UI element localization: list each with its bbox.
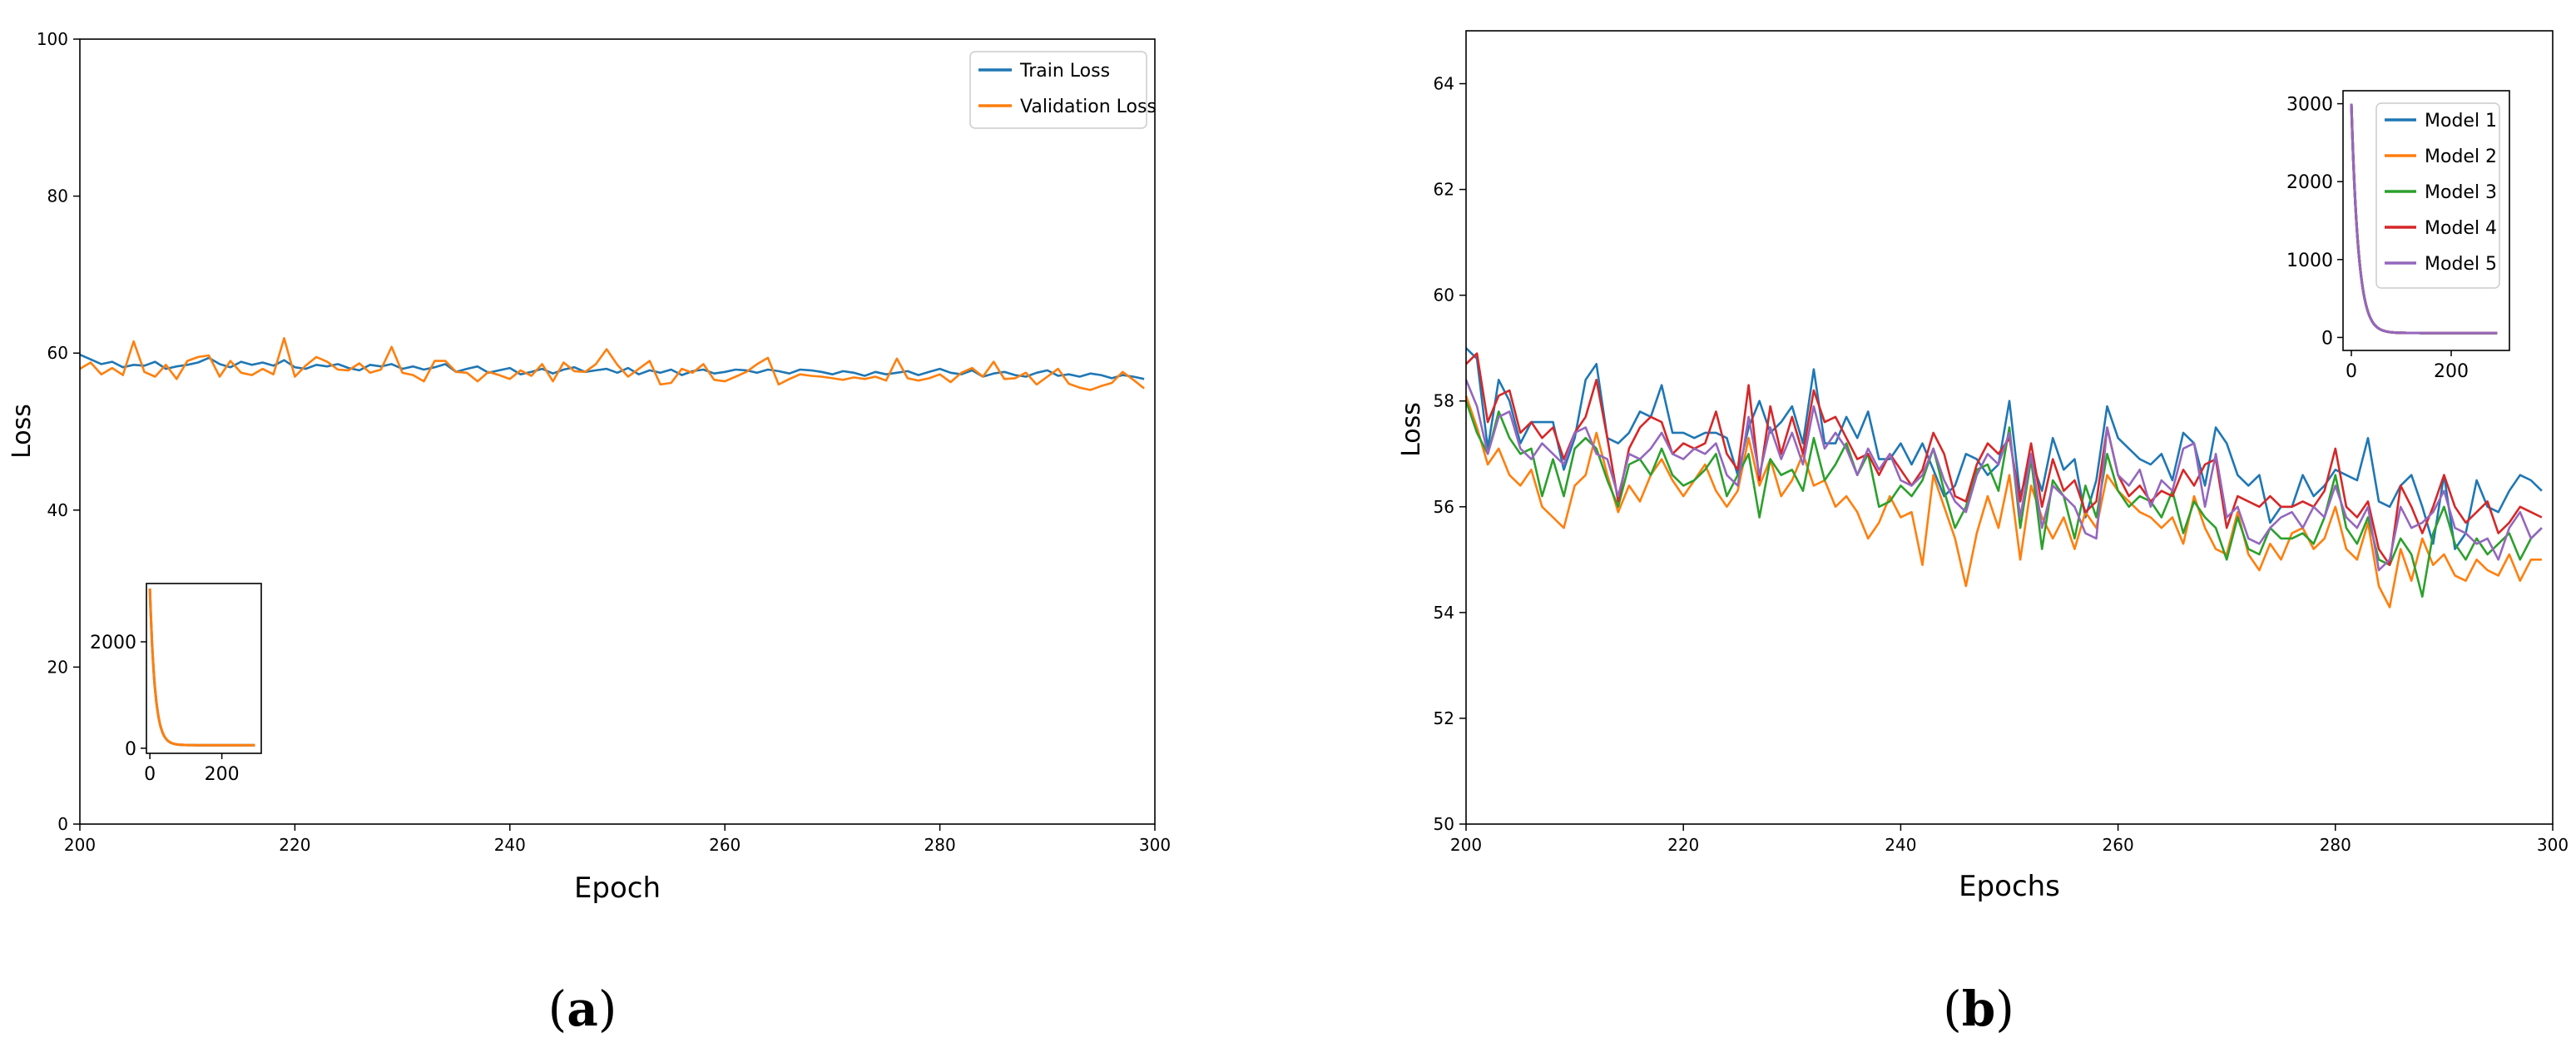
panel-a-y-tick-label: 40 bbox=[47, 500, 68, 520]
panel-a-x-tick-label: 200 bbox=[64, 835, 96, 855]
panel-b-x-tick-label: 200 bbox=[1450, 835, 1482, 855]
panel-b-inset-line-model-5 bbox=[2350, 103, 2498, 335]
panel-a-x-tick-label: 220 bbox=[279, 835, 310, 855]
panel-a-inset-y-tick-label: 2000 bbox=[90, 633, 136, 653]
panel-b-label-open-paren: ( bbox=[1943, 981, 1962, 1037]
panel-a-series-line-validation-loss bbox=[79, 336, 1145, 391]
panel-b-series-line-model-1 bbox=[1465, 347, 2543, 550]
panel-b-legend-label-model1: Model 1 bbox=[2425, 111, 2497, 132]
panel-a-series-lines bbox=[79, 336, 1145, 391]
panel-a-series-line-train-loss bbox=[79, 353, 1145, 380]
panel-b-x-tick-label: 260 bbox=[2103, 835, 2134, 855]
panel-b-label: (b) bbox=[1943, 981, 2014, 1037]
panel-b-x-axis-label: Epochs bbox=[1959, 870, 2060, 903]
panel-b-legend-box bbox=[2375, 102, 2500, 289]
panel-a-x-axis-label: Epoch bbox=[574, 872, 661, 905]
panel-b-legend-label-model5: Model 5 bbox=[2425, 254, 2497, 275]
panel-a-inset-y-tick-label: 0 bbox=[125, 739, 136, 760]
panel-b-series-line-model-3 bbox=[1464, 400, 2543, 598]
panel-a-ticks: 200 220 240 260 280 300 0 20 40 60 80 100 bbox=[37, 29, 1171, 855]
panel-a-y-tick-label: 60 bbox=[47, 343, 68, 363]
panel-b-y-tick-label: 50 bbox=[1434, 814, 1454, 834]
panel-a-y-tick-label: 20 bbox=[47, 657, 68, 677]
panel-b-x-tick-label: 220 bbox=[1667, 835, 1699, 855]
panel-a-legend-box bbox=[969, 51, 1147, 129]
panel-b-inset-lines bbox=[2350, 103, 2498, 335]
panel-a-legend-label-train: Train Loss bbox=[1019, 61, 1110, 82]
panel-a-label-open-paren: ( bbox=[548, 981, 567, 1037]
panel-a-label: (a) bbox=[548, 981, 617, 1037]
panel-a-chart: 200 220 240 260 280 300 0 20 40 60 80 100 Epoch Los… bbox=[7, 29, 1171, 1037]
panel-a-axes-frame bbox=[79, 38, 1156, 825]
panel-a-label-letter: a bbox=[567, 981, 598, 1037]
panel-b-label-letter: b bbox=[1962, 981, 1996, 1037]
panel-b-inset-frame bbox=[2342, 90, 2510, 351]
panel-b-y-tick-label: 58 bbox=[1434, 391, 1454, 411]
panel-b-y-tick-label: 62 bbox=[1434, 180, 1454, 200]
panel-b-inset-y-tick-label: 0 bbox=[2321, 328, 2333, 349]
panel-a-x-tick-label: 260 bbox=[709, 835, 741, 855]
panel-b-y-tick-label: 52 bbox=[1434, 708, 1454, 728]
panel-b-label-close-paren: ) bbox=[1995, 981, 2014, 1037]
panel-b-inset-x-tick-label: 200 bbox=[2434, 361, 2469, 382]
panel-a-inset-background bbox=[146, 584, 261, 753]
panel-b-axes-frame bbox=[1465, 30, 2554, 825]
panel-b-legend: Model 1 Model 2 Model 3 Model 4 Model 5 bbox=[2375, 102, 2500, 289]
panel-a-inset-x-tick-label: 0 bbox=[144, 764, 156, 785]
panel-b-series-line-model-2 bbox=[1464, 395, 2542, 608]
panel-a-y-tick-label: 0 bbox=[57, 814, 68, 834]
panel-a-y-tick-label: 100 bbox=[37, 29, 68, 49]
panel-b-y-axis-label: Loss bbox=[1397, 402, 1426, 457]
panel-b-inset-y-tick-label: 1000 bbox=[2286, 251, 2333, 271]
panel-a-x-tick-label: 300 bbox=[1139, 835, 1171, 855]
panel-a-y-axis-label: Loss bbox=[7, 404, 37, 459]
panel-b-x-tick-label: 280 bbox=[2320, 835, 2351, 855]
panel-a-y-tick-label: 80 bbox=[47, 186, 68, 206]
panel-a-legend: Train Loss Validation Loss bbox=[969, 51, 1157, 129]
panel-b-y-tick-label: 60 bbox=[1434, 286, 1454, 305]
panel-b-x-tick-label: 240 bbox=[1885, 835, 1916, 855]
panel-a-x-tick-label: 240 bbox=[494, 835, 526, 855]
panel-b-legend-label-model4: Model 4 bbox=[2425, 218, 2497, 239]
panel-b-legend-label-model2: Model 2 bbox=[2425, 147, 2497, 167]
panel-a-legend-label-validation: Validation Loss bbox=[1020, 97, 1157, 117]
panel-a-inset-line-validation-loss bbox=[148, 589, 255, 747]
panel-a-inset-frame bbox=[146, 583, 262, 754]
panel-b-inset-y-tick-label: 3000 bbox=[2286, 95, 2333, 116]
panel-a-label-close-paren: ) bbox=[598, 981, 617, 1037]
panel-b-legend-label-model3: Model 3 bbox=[2425, 182, 2497, 203]
panel-a-inset-lines bbox=[148, 589, 255, 747]
panel-b-x-tick-label: 300 bbox=[2537, 835, 2569, 855]
panel-b-series-lines bbox=[1464, 347, 2543, 608]
panel-b-chart: 200 220 240 260 280 300 50 52 54 56 58 60 62 64 Epoch… bbox=[1397, 30, 2569, 1037]
panel-b-inset-x-tick-label: 0 bbox=[2346, 361, 2357, 382]
panel-a-x-tick-label: 280 bbox=[924, 835, 956, 855]
panel-a-inset-x-tick-label: 200 bbox=[205, 764, 240, 785]
panel-b-series-line-model-5 bbox=[1464, 379, 2543, 572]
panel-b-ticks: 200 220 240 260 280 300 50 52 54 56 58 60 62 64 bbox=[1434, 74, 2569, 855]
panel-b-inset-y-tick-label: 2000 bbox=[2286, 172, 2333, 193]
panel-b-y-tick-label: 54 bbox=[1434, 603, 1454, 623]
panel-b-y-tick-label: 56 bbox=[1434, 497, 1454, 517]
panel-b-y-tick-label: 64 bbox=[1434, 74, 1454, 94]
